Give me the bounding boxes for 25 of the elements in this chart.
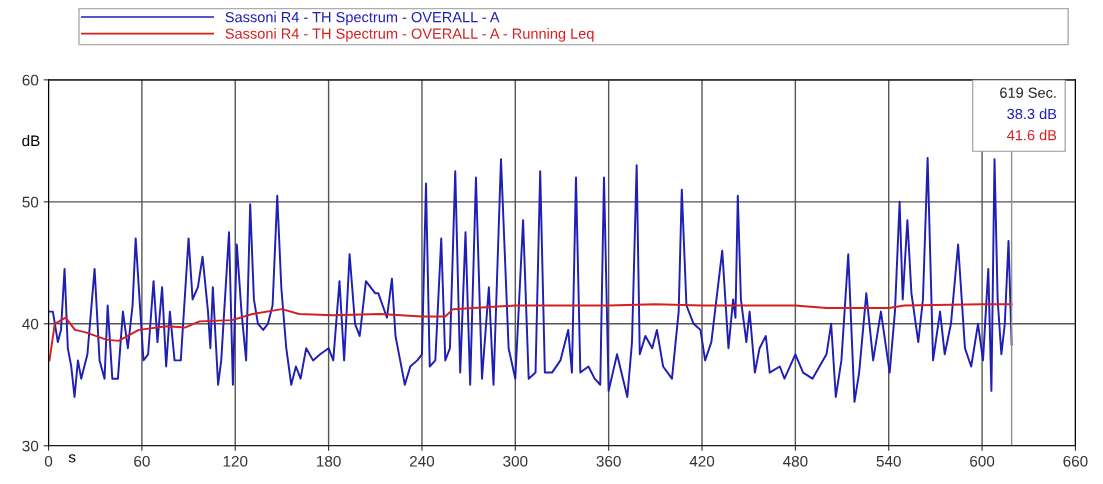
annotation: 619 Sec. [1000,87,1056,98]
y-tick-label: 50 [22,196,39,208]
x-tick-label: 360 [596,455,621,467]
text: Sassoni R4 - TH Spectrum - OVERALL - A [225,11,500,26]
x-tick-label: 420 [689,455,715,467]
x-tick-label: 540 [876,455,901,467]
line-series [48,303,1013,362]
annotation: 38.3 dB [1007,108,1057,120]
y-tick-label: 60 [22,74,39,86]
x-tick-label: 0 [44,455,53,467]
x-tick-label: 120 [223,455,248,467]
x-tick-label: 300 [503,455,528,467]
y-tick-label: 40 [22,318,39,330]
x-axis-title: s [68,454,76,463]
y-tick-label: 30 [22,440,39,452]
x-tick-label: 600 [970,455,995,467]
y-axis-title: dB [22,134,40,147]
line-series [48,156,1013,403]
x-tick-label: 60 [134,455,150,467]
text: Sassoni R4 - TH Spectrum - OVERALL - A - Running Leq [225,28,594,42]
x-tick-label: 660 [1063,455,1088,467]
annotation: 41.6 dB [1007,129,1057,141]
x-tick-label: 240 [409,455,435,467]
x-tick-label: 180 [317,455,341,467]
x-tick-label: 480 [782,455,808,467]
